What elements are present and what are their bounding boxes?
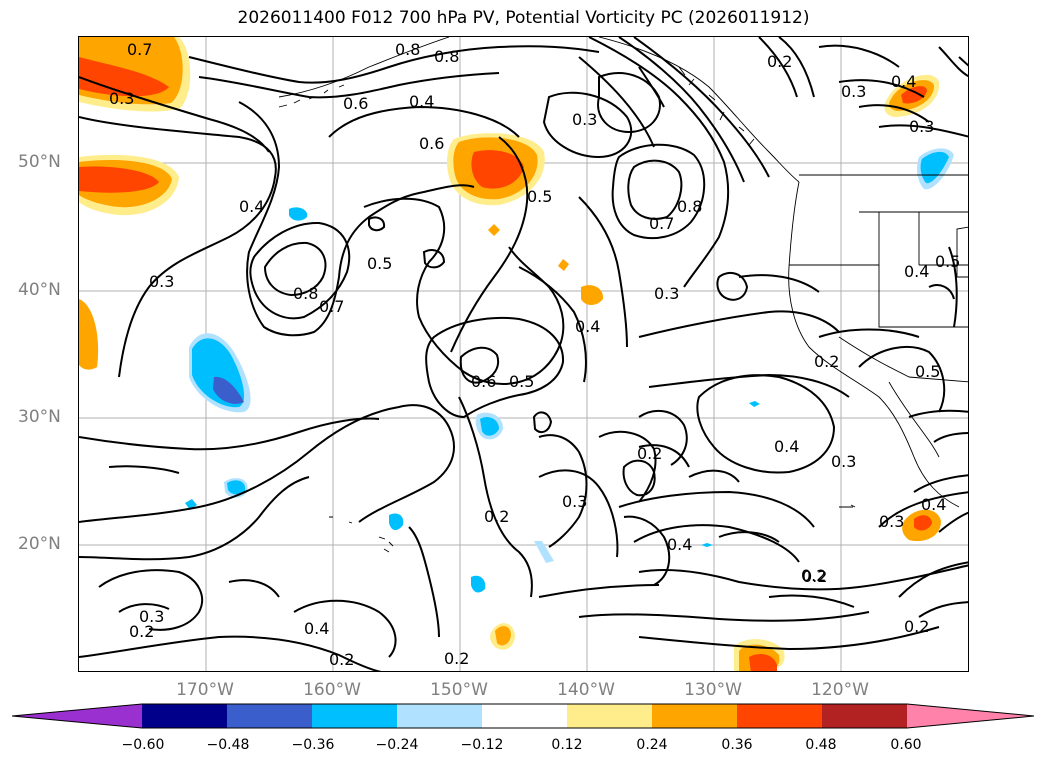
contour-label: 0.3 [572,110,597,129]
pv-contours [79,37,968,671]
contour-label: 0.3 [879,512,904,531]
colorbar-segment [482,704,567,728]
colorbar-extend-high [907,704,1034,728]
contour-label: 0.5 [509,372,534,391]
lat-label-20n: 20°N [18,534,61,554]
colorbar-segment [227,704,312,728]
lat-label-50n: 50°N [18,152,61,172]
lon-label-120w: 120°W [811,680,869,700]
contour-label: 0.2 [444,649,469,668]
contour-label: 0.6 [419,134,444,153]
contour-label: 0.7 [127,40,152,59]
lat-label-30n: 30°N [18,407,61,427]
contour-label: 0.3 [562,492,587,511]
contour-label: 0.3 [654,284,679,303]
lon-label-160w: 160°W [303,680,361,700]
contour-label: 0.3 [109,89,134,108]
colorbar-tick: −0.12 [460,737,504,753]
colorbar-tick: 0.12 [551,737,583,753]
contour-label: 0.5 [527,187,552,206]
contour-label: 0.5 [367,254,392,273]
contour-label: 0.4 [774,437,799,456]
colorbar-tick: 0.48 [805,737,837,753]
colorbar-outline [12,703,1035,729]
contour-label: 0.8 [293,284,318,303]
map-title: 2026011400 F012 700 hPa PV, Potential Vo… [237,8,810,28]
contour-label: 0.6 [343,94,368,113]
colorbar-tick: −0.36 [291,737,335,753]
contour-label: 0.8 [434,47,459,66]
contour-label: 0.4 [304,619,329,638]
lon-label-130w: 130°W [684,680,742,700]
contour-label: 0.4 [904,262,929,281]
colorbar-segment [397,704,482,728]
contour-label: 0.2 [814,352,839,371]
colorbar-segment [652,704,737,728]
contour-label: 0.8 [677,197,702,216]
colorbar-segment [312,704,397,728]
contour-label: 0.2 [767,52,792,71]
lat-label-40n: 40°N [18,280,61,300]
lon-label-150w: 150°W [430,680,488,700]
colorbar-segment [822,704,907,728]
contour-label: 0.3 [909,117,934,136]
colorbar-tick: 0.24 [636,737,668,753]
contour-label: 0.5 [915,362,940,381]
lon-label-140w: 140°W [557,680,615,700]
contour-label: 0.3 [139,607,164,626]
contour-label: 0.6 [471,372,496,391]
contour-label: 0.2 [329,650,354,669]
contour-label: 0.8 [395,40,420,59]
colorbar-segment [737,704,822,728]
lon-label-170w: 170°W [176,680,234,700]
contour-label: 0.3 [831,452,856,471]
contour-label: 0.2 [129,622,154,641]
contour-label: 0.2 [802,567,827,586]
contour-label: 0.2 [637,444,662,463]
colorbar [12,703,1035,729]
contour-label: 0.4 [409,92,434,111]
contour-label: 0.4 [239,197,264,216]
contour-label: 0.2 [484,507,509,526]
contour-labels: 0.7 0.3 0.8 0.8 0.6 0.4 0.6 0.3 0.4 0.2 … [109,40,960,669]
contour-label: 0.5 [935,252,960,271]
map-panel: 0.7 0.3 0.8 0.8 0.6 0.4 0.6 0.3 0.4 0.2 … [78,36,969,672]
contour-label: 0.4 [921,495,946,514]
contour-label: 0.3 [149,272,174,291]
coastlines [110,37,968,553]
contour-label: 0.4 [891,72,916,91]
colorbar-tick: 0.60 [890,737,922,753]
colorbar-segment [567,704,652,728]
contour-label: 0.4 [667,535,692,554]
contour-label: 0.7 [319,297,344,316]
colorbar-tick: −0.60 [121,737,165,753]
map-canvas: 0.7 0.3 0.8 0.8 0.6 0.4 0.6 0.3 0.4 0.2 … [79,37,968,671]
colorbar-segment [142,704,227,728]
contour-label: 0.2 [801,566,826,585]
contour-label: 0.3 [841,82,866,101]
contour-label: 0.4 [575,317,600,336]
colorbar-tick: −0.48 [206,737,250,753]
colorbar-tick: 0.36 [721,737,753,753]
contour-label: 0.2 [904,617,929,636]
colorbar-extend-low [12,704,142,728]
colorbar-tick: −0.24 [375,737,419,753]
contour-label: 0.7 [649,214,674,233]
